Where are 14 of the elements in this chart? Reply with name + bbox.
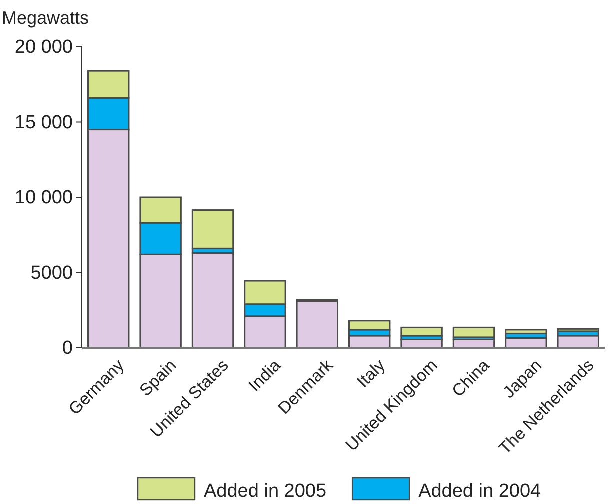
- y-axis-title: Megawatts: [2, 8, 90, 28]
- legend-label: Added in 2005: [204, 481, 327, 502]
- legend-label: Added in 2004: [418, 481, 542, 502]
- bar: [192, 252, 234, 349]
- y-tick-label: 0: [62, 338, 73, 360]
- y-tick-label: 15 000: [14, 112, 73, 134]
- bar: [452, 326, 496, 338]
- y-tick-label: 5000: [30, 262, 73, 284]
- bar: [557, 328, 600, 332]
- bar: [400, 326, 443, 337]
- x-tick-label: Italy: [353, 356, 390, 392]
- bar: [296, 300, 339, 349]
- y-tick-label: 20 000: [14, 37, 73, 58]
- y-tick-label: 10 000: [14, 188, 73, 209]
